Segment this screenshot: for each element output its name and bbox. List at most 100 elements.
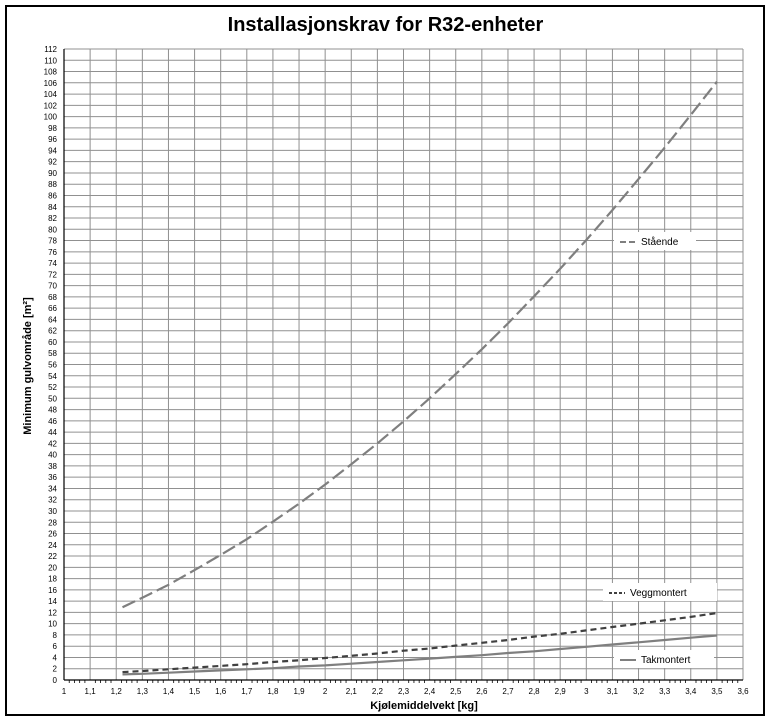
y-tick-label: 36 bbox=[48, 473, 57, 482]
x-tick-label: 1,3 bbox=[137, 687, 149, 696]
x-tick-label: 3 bbox=[584, 687, 589, 696]
y-tick-label: 60 bbox=[48, 338, 57, 347]
series-line-takmontert bbox=[122, 634, 717, 676]
legend-item-stående: Stående bbox=[614, 232, 696, 250]
y-tick-label: 98 bbox=[48, 124, 57, 133]
y-tick-label: 106 bbox=[44, 79, 58, 88]
legend-label: Stående bbox=[641, 236, 679, 248]
x-tick-label: 1,9 bbox=[293, 687, 305, 696]
x-tick-label: 1,5 bbox=[189, 687, 201, 696]
y-tick-label: 18 bbox=[48, 575, 57, 584]
x-tick-labels: 1 1,1 1,2 1,3 1,4 1,5 1,6 1,7 1,8 1,9 2 2,1 2,2 2,3 2,… bbox=[62, 687, 749, 696]
x-tick-label: 3,2 bbox=[633, 687, 645, 696]
x-tick-label: 2,9 bbox=[555, 687, 567, 696]
x-tick-label: 2,6 bbox=[476, 687, 488, 696]
y-tick-labels: 0246810121416182022242628303234363840424… bbox=[44, 45, 58, 685]
y-tick-label: 112 bbox=[44, 45, 57, 54]
y-tick-label: 50 bbox=[48, 394, 57, 403]
legend-label: Veggmontert bbox=[630, 588, 687, 599]
y-tick-label: 16 bbox=[48, 586, 57, 595]
y-tick-label: 92 bbox=[48, 158, 57, 167]
chart-title: Installasjonskrav for R32-enheter bbox=[227, 14, 544, 36]
y-tick-label: 34 bbox=[48, 484, 57, 493]
y-tick-label: 2 bbox=[53, 665, 58, 674]
series-lines bbox=[122, 81, 718, 676]
y-tick-label: 30 bbox=[48, 507, 57, 516]
y-tick-label: 94 bbox=[48, 146, 57, 155]
y-tick-label: 76 bbox=[48, 248, 57, 257]
x-tick-label: 2,3 bbox=[398, 687, 410, 696]
y-tick-label: 108 bbox=[44, 68, 58, 77]
y-tick-label: 68 bbox=[48, 293, 57, 302]
x-tick-label: 2,2 bbox=[372, 687, 384, 696]
y-tick-label: 32 bbox=[48, 496, 57, 505]
y-tick-label: 26 bbox=[48, 530, 57, 539]
x-tick-label: 2,1 bbox=[346, 687, 358, 696]
y-tick-label: 38 bbox=[48, 462, 57, 471]
y-tick-label: 64 bbox=[48, 315, 57, 324]
y-tick-label: 82 bbox=[48, 214, 57, 223]
y-tick-label: 28 bbox=[48, 518, 57, 527]
y-tick-label: 24 bbox=[48, 541, 57, 550]
y-tick-label: 102 bbox=[44, 101, 58, 110]
y-tick-label: 56 bbox=[48, 361, 57, 370]
y-tick-label: 22 bbox=[48, 552, 57, 561]
y-tick-label: 54 bbox=[48, 372, 57, 381]
y-tick-label: 12 bbox=[48, 608, 57, 617]
legend-item-takmontert: Takmontert bbox=[614, 650, 714, 668]
y-tick-label: 104 bbox=[44, 90, 58, 99]
x-tick-label: 1,2 bbox=[111, 687, 123, 696]
y-tick-label: 88 bbox=[48, 180, 57, 189]
y-tick-label: 58 bbox=[48, 349, 57, 358]
x-tick-label: 2,5 bbox=[450, 687, 462, 696]
legend-item-veggmontert: Veggmontert bbox=[603, 583, 717, 601]
x-tick-label: 3,6 bbox=[737, 687, 749, 696]
y-tick-label: 84 bbox=[48, 203, 57, 212]
x-tick-label: 2,4 bbox=[424, 687, 436, 696]
series-line-stående bbox=[122, 81, 718, 609]
y-tick-label: 6 bbox=[53, 642, 58, 651]
y-tick-label: 72 bbox=[48, 270, 57, 279]
y-tick-label: 74 bbox=[48, 259, 57, 268]
x-tick-label: 1,7 bbox=[241, 687, 253, 696]
y-tick-label: 78 bbox=[48, 237, 57, 246]
y-tick-label: 14 bbox=[48, 597, 57, 606]
y-tick-label: 48 bbox=[48, 406, 57, 415]
legend-labels: Stående Veggmontert Takmontert bbox=[603, 232, 717, 668]
series-line-veggmontert bbox=[122, 611, 718, 674]
y-tick-label: 66 bbox=[48, 304, 57, 313]
y-tick-label: 96 bbox=[48, 135, 57, 144]
x-tick-label: 1,1 bbox=[85, 687, 97, 696]
y-tick-label: 0 bbox=[53, 676, 58, 685]
x-tick-label: 3,1 bbox=[607, 687, 619, 696]
y-tick-label: 44 bbox=[48, 428, 57, 437]
y-tick-label: 40 bbox=[48, 451, 57, 460]
y-tick-label: 46 bbox=[48, 417, 57, 426]
y-tick-label: 100 bbox=[44, 113, 58, 122]
x-tick-label: 3,5 bbox=[711, 687, 723, 696]
y-tick-label: 70 bbox=[48, 282, 57, 291]
x-tick-label: 1,8 bbox=[267, 687, 279, 696]
y-tick-label: 86 bbox=[48, 191, 57, 200]
x-axis-label: Kjølemiddelvekt [kg] bbox=[370, 700, 478, 712]
x-tick-label: 3,3 bbox=[659, 687, 671, 696]
y-tick-label: 80 bbox=[48, 225, 57, 234]
grid-lines bbox=[63, 48, 744, 683]
x-tick-label: 2,7 bbox=[502, 687, 514, 696]
y-tick-label: 62 bbox=[48, 327, 57, 336]
y-tick-label: 90 bbox=[48, 169, 57, 178]
legend-label: Takmontert bbox=[641, 655, 691, 666]
x-tick-label: 1 bbox=[62, 687, 67, 696]
y-tick-label: 20 bbox=[48, 563, 57, 572]
x-tick-label: 3,4 bbox=[685, 687, 697, 696]
y-tick-label: 10 bbox=[48, 620, 57, 629]
y-tick-label: 110 bbox=[44, 56, 57, 65]
x-tick-label: 1,4 bbox=[163, 687, 175, 696]
x-tick-label: 1,6 bbox=[215, 687, 227, 696]
y-tick-label: 42 bbox=[48, 439, 57, 448]
y-tick-label: 8 bbox=[53, 631, 58, 640]
y-tick-label: 4 bbox=[53, 653, 58, 662]
y-tick-label: 52 bbox=[48, 383, 57, 392]
x-tick-label: 2,8 bbox=[529, 687, 541, 696]
